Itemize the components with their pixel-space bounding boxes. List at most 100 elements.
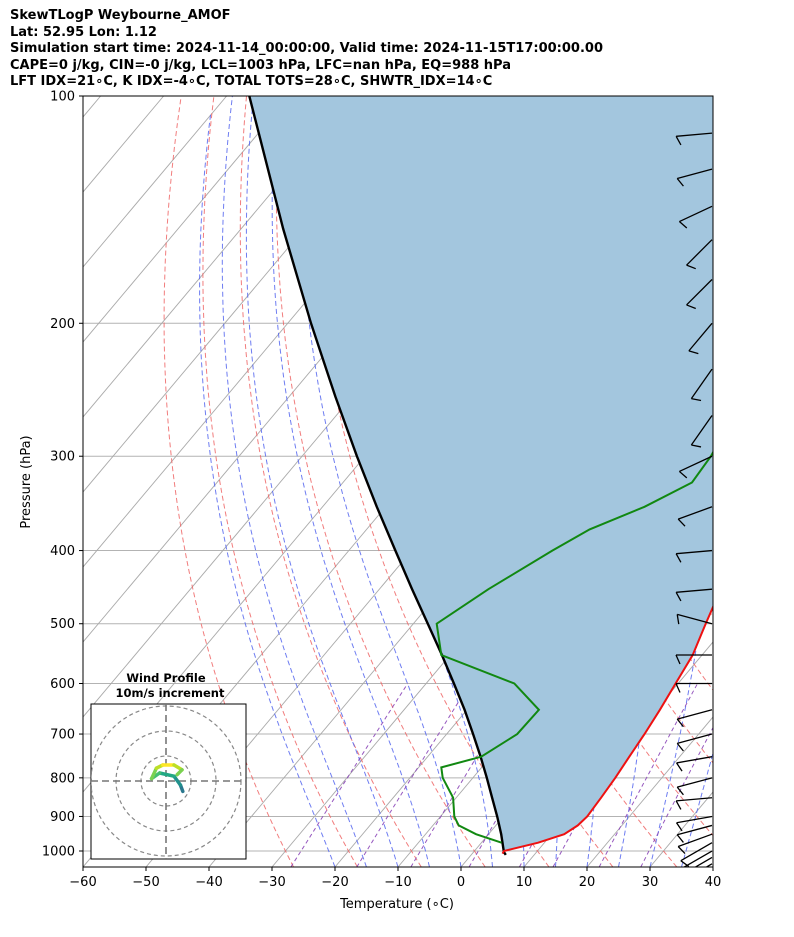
wind-barb (676, 824, 713, 843)
cape-area (249, 96, 713, 855)
wind-barb-shaft (679, 455, 713, 473)
wind-barb (676, 168, 713, 187)
wind-barb-feather (676, 178, 684, 187)
moist-adiabat (300, 96, 462, 867)
x-tick-label: 20 (579, 875, 596, 890)
wind-barb (690, 415, 713, 448)
wind-barb-feather (676, 822, 683, 832)
wind-barb-feather (676, 834, 684, 843)
wind-barb (694, 856, 713, 867)
wind-barb (675, 654, 712, 665)
wind-barb (678, 455, 713, 479)
wind-barb (677, 506, 713, 527)
wind-barb-shaft (690, 415, 713, 446)
x-tick-label: 10 (516, 875, 533, 890)
wind-barb (676, 709, 713, 728)
parcel-path-line (248, 96, 507, 856)
moist-adiabat (221, 96, 367, 867)
x-tick-label: 30 (642, 875, 659, 890)
y-tick-label: 900 (50, 810, 75, 825)
wind-barb-shaft (694, 856, 713, 867)
y-tick-label: 600 (50, 677, 75, 692)
x-axis-ticks: −60 −50 −40 −30 −20 −10 0 10 20 30 40 (69, 867, 721, 890)
wind-barb (688, 322, 713, 355)
wind-barb-shaft (677, 833, 713, 848)
simulation-times: Simulation start time: 2024-11-14_00:00:… (10, 41, 603, 57)
dry-adiabat (275, 96, 486, 867)
wind-barb (675, 588, 713, 602)
wind-barb-feather (686, 304, 696, 310)
wind-barb-shaft (676, 797, 713, 802)
y-tick-label: 200 (50, 317, 75, 332)
wind-barb (678, 205, 713, 229)
wind-barb-feather (676, 786, 684, 796)
wind-barb (676, 613, 713, 625)
wind-barb-shaft (677, 824, 713, 836)
y-tick-label: 700 (50, 728, 75, 743)
wind-barb (675, 682, 712, 693)
wind-barb-feather (676, 614, 680, 625)
y-tick-label: 100 (50, 90, 75, 105)
wind-barb-feather (677, 846, 686, 855)
y-tick-label: 400 (50, 544, 75, 559)
x-tick-label: −60 (69, 875, 96, 890)
wind-barb (686, 279, 713, 310)
dry-adiabat (310, 96, 550, 867)
wind-barb-shaft (677, 777, 713, 788)
y-tick-label: 800 (50, 771, 75, 786)
x-tick-label: −40 (195, 875, 222, 890)
x-tick-label: −10 (384, 875, 411, 890)
y-tick-label: 1000 (42, 845, 75, 860)
moist-adiabat (199, 111, 336, 867)
wind-barb (675, 132, 713, 146)
wind-barb (676, 815, 713, 832)
dry-adiabat (702, 96, 713, 128)
x-tick-label: −50 (132, 875, 159, 890)
plot-area (83, 96, 713, 867)
wind-barb-shaft (680, 842, 713, 862)
cape-shading (249, 96, 713, 855)
y-axis-ticks: 100 200 300 400 500 600 700 800 900 1000 (42, 90, 83, 860)
wind-barb (676, 733, 713, 752)
wind-barb-shaft (677, 733, 713, 744)
wind-barbs (675, 132, 713, 867)
convective-parameters: CAPE=0 j/kg, CIN=-0 j/kg, LCL=1003 hPa, … (10, 57, 511, 73)
wind-barb-feather (675, 553, 682, 563)
wind-barb-feather (675, 591, 682, 602)
wind-barb-shaft (686, 279, 713, 306)
x-tick-label: −20 (321, 875, 348, 890)
wind-barb-shaft (676, 132, 713, 137)
wind-barb-feather (678, 221, 688, 229)
moist-adiabat (245, 96, 399, 867)
wind-barb-feather (677, 518, 686, 527)
wind-barb (676, 777, 713, 796)
wind-barb-shaft (682, 850, 713, 867)
wind-barb-feather (675, 800, 682, 810)
wind-barb-feather (691, 444, 702, 448)
wind-barb-feather (675, 654, 681, 665)
wind-barb-shaft (676, 549, 713, 555)
wind-barb-feather (686, 264, 696, 270)
temperature-line (501, 604, 713, 855)
x-tick-label: −30 (258, 875, 285, 890)
wind-barb (686, 239, 713, 270)
x-axis-label: Temperature (∘C) (339, 897, 454, 912)
moist-adiabat (712, 865, 713, 867)
wind-barb-shaft (686, 239, 713, 266)
sounding-profiles (248, 96, 713, 856)
dry-adiabat (202, 96, 358, 867)
wind-barb-feather (680, 860, 690, 867)
moist-adiabat (271, 96, 430, 867)
chart-header: SkewTLogP Weybourne_AMOF Lat: 52.95 Lon:… (10, 8, 790, 91)
isotherm-line (83, 96, 101, 118)
dewpoint-line (435, 450, 713, 844)
hodograph-segment (149, 766, 159, 781)
mixing-ratio-line (356, 683, 471, 867)
inset-subtitle: 10m/s increment (116, 686, 225, 700)
wind-barb-shaft (677, 168, 713, 180)
wind-barb-feather (678, 470, 688, 479)
wind-barb (690, 368, 713, 402)
wind-barb (680, 842, 713, 867)
wind-barb-shaft (676, 756, 713, 764)
wind-profile-inset: Wind Profile 10m/s increment (90, 671, 247, 860)
